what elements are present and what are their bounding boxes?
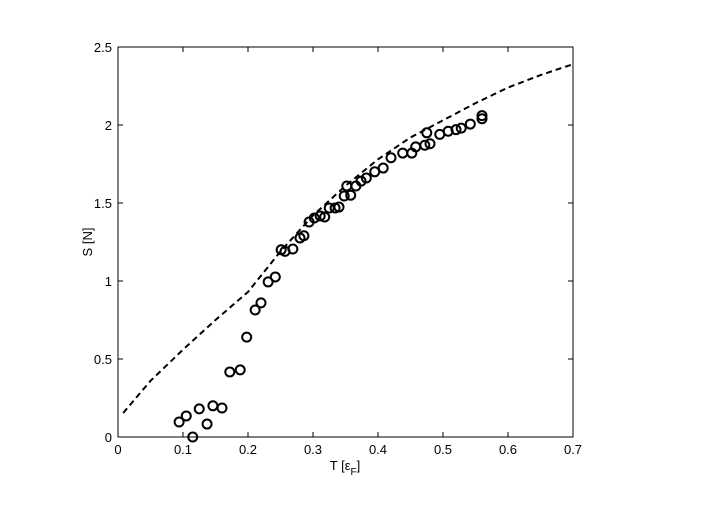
data-point xyxy=(377,162,389,174)
y-axis-label: S [N] xyxy=(80,228,95,257)
y-tick-label: 0.5 xyxy=(94,352,112,367)
data-point xyxy=(308,212,320,224)
data-point xyxy=(338,190,350,202)
x-tick-label: 0.7 xyxy=(564,442,582,457)
data-point xyxy=(173,416,185,428)
x-label-sub: F xyxy=(351,467,357,478)
data-point xyxy=(455,122,467,134)
data-point xyxy=(464,118,476,130)
data-point xyxy=(385,152,397,164)
y-tick-label: 2 xyxy=(105,118,112,133)
y-tick-label: 0 xyxy=(105,430,112,445)
x-tick-label: 0.3 xyxy=(304,442,322,457)
x-axis-label: T [εF] xyxy=(330,458,360,478)
x-tick-label: 0.5 xyxy=(434,442,452,457)
data-point xyxy=(269,271,281,283)
x-tick-label: 0.4 xyxy=(369,442,387,457)
data-point xyxy=(262,276,274,288)
fit-curve xyxy=(122,63,574,414)
data-point xyxy=(287,243,299,255)
plot-frame xyxy=(117,46,574,438)
data-point xyxy=(421,127,433,139)
data-point xyxy=(345,189,357,201)
data-point xyxy=(450,124,462,136)
data-point xyxy=(333,201,345,213)
data-point xyxy=(319,211,331,223)
data-point xyxy=(241,331,253,343)
data-point xyxy=(224,366,236,378)
y-tick-label: 1 xyxy=(105,274,112,289)
data-point xyxy=(424,138,436,150)
data-point xyxy=(249,304,261,316)
data-point xyxy=(314,210,326,222)
x-tick-label: 0.1 xyxy=(174,442,192,457)
data-point xyxy=(216,402,228,414)
x-tick-label: 0.6 xyxy=(499,442,517,457)
data-point xyxy=(201,418,213,430)
data-point xyxy=(187,431,199,443)
data-point xyxy=(360,172,372,184)
data-point xyxy=(193,403,205,415)
y-tick-label: 1.5 xyxy=(94,196,112,211)
x-label-end: ] xyxy=(357,458,361,473)
y-tick-label: 2.5 xyxy=(94,40,112,55)
x-label-main: T [ε xyxy=(330,458,351,473)
x-tick-label: 0.2 xyxy=(239,442,257,457)
data-point xyxy=(298,230,310,242)
x-tick-label: 0 xyxy=(114,442,121,457)
data-point xyxy=(255,297,267,309)
data-point xyxy=(234,364,246,376)
data-point xyxy=(180,410,192,422)
data-point xyxy=(419,139,431,151)
data-point xyxy=(476,110,488,122)
